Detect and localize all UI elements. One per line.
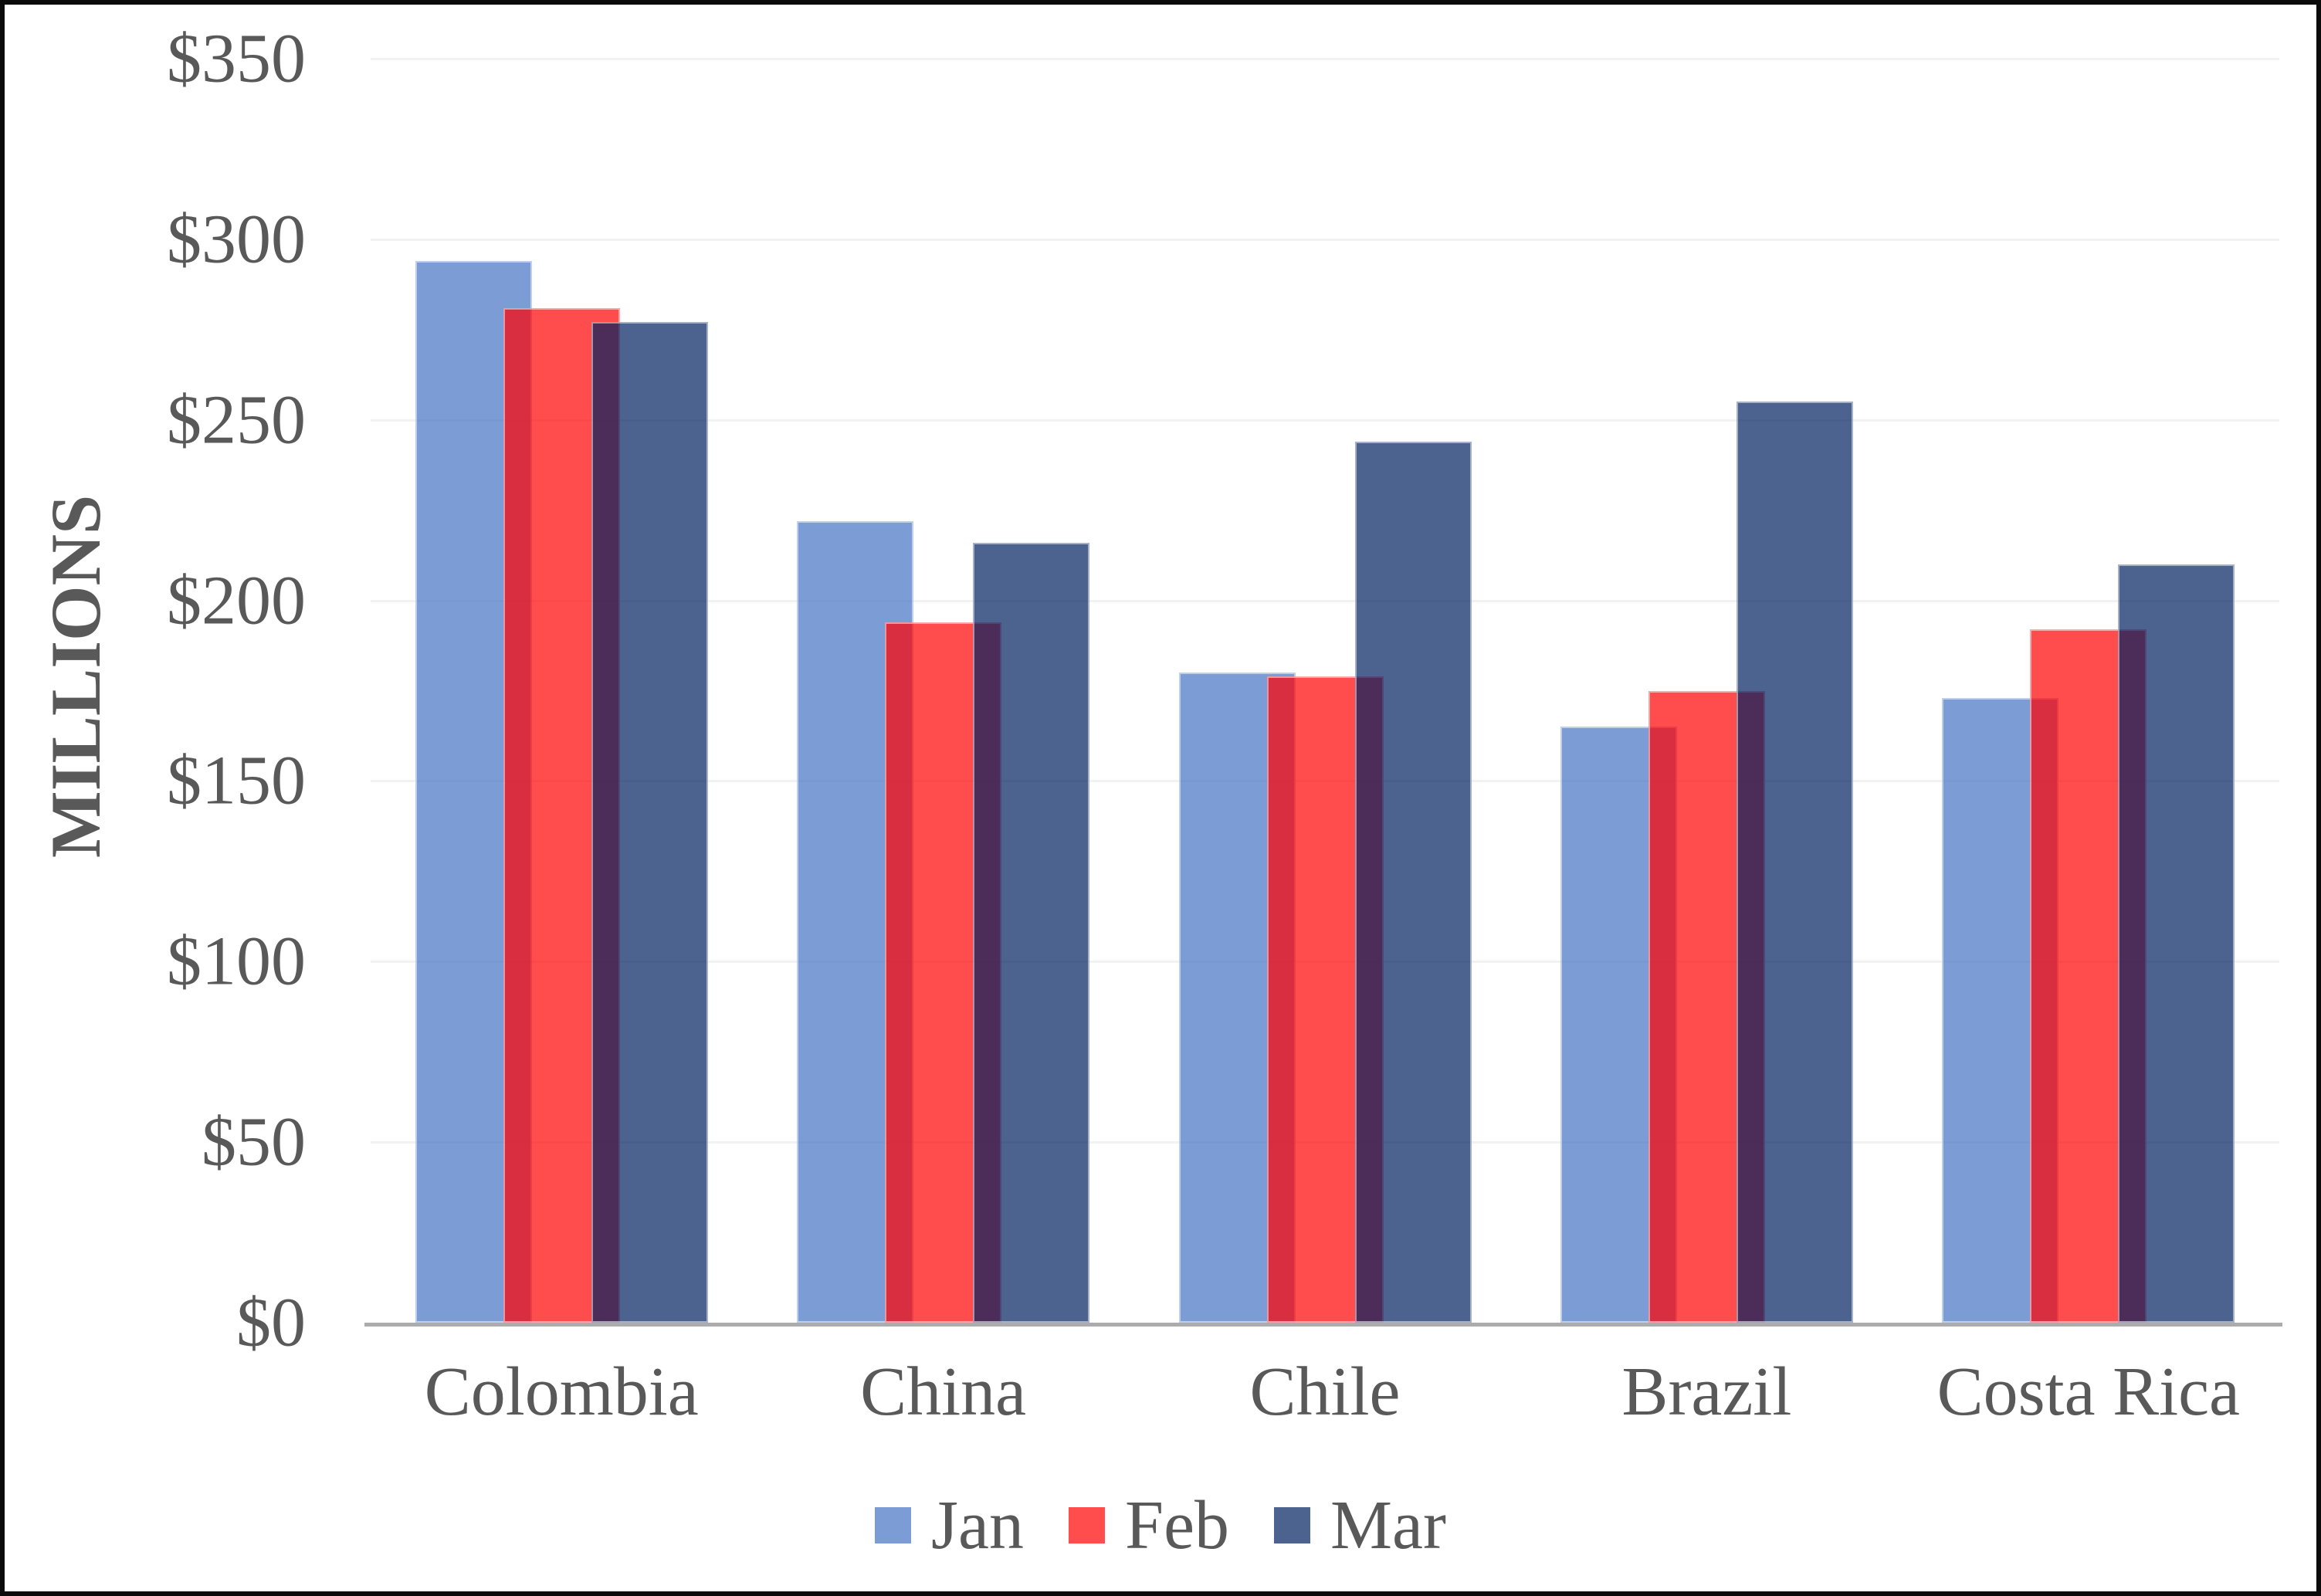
x-category-label-chile: Chile [1249,1354,1401,1430]
y-tick-label-250: $250 [167,381,306,459]
gridline-250 [371,418,2279,422]
y-tick-label-50: $50 [202,1103,306,1181]
x-category-label-china: China [860,1354,1027,1430]
plot-area [364,58,2282,1327]
y-tick-label-150: $150 [167,742,306,819]
legend-label-mar: Mar [1330,1487,1446,1564]
y-tick-label-0: $0 [236,1284,306,1361]
gridline-350 [371,58,2279,60]
legend-label-jan: Jan [931,1487,1025,1564]
bar-mar-chile [1354,441,1472,1323]
bar-mar-china [973,542,1090,1323]
x-category-label-colombia: Colombia [424,1354,699,1430]
y-tick-label-100: $100 [167,923,306,1000]
bar-mar-brazil [1736,402,1853,1323]
legend-swatch-mar [1274,1507,1311,1543]
x-axis-line [364,1323,2282,1327]
legend-item-feb: Feb [1069,1486,1229,1565]
bar-mar-costa-rica [2118,564,2235,1323]
gridline-200 [371,599,2279,602]
legend-label-feb: Feb [1125,1487,1230,1564]
bar-mar-colombia [591,322,708,1323]
y-tick-label-200: $200 [167,562,306,639]
x-category-label-costa-rica: Costa Rica [1936,1354,2240,1430]
y-tick-label-300: $300 [167,201,306,278]
legend-item-mar: Mar [1274,1486,1446,1565]
legend-swatch-feb [1069,1507,1106,1543]
legend-swatch-jan [875,1507,912,1543]
gridline-300 [371,238,2279,241]
x-category-label-brazil: Brazil [1621,1354,1792,1430]
legend: Jan Feb Mar [5,1486,2316,1565]
y-tick-label-350: $350 [167,20,306,97]
legend-item-jan: Jan [875,1486,1024,1565]
